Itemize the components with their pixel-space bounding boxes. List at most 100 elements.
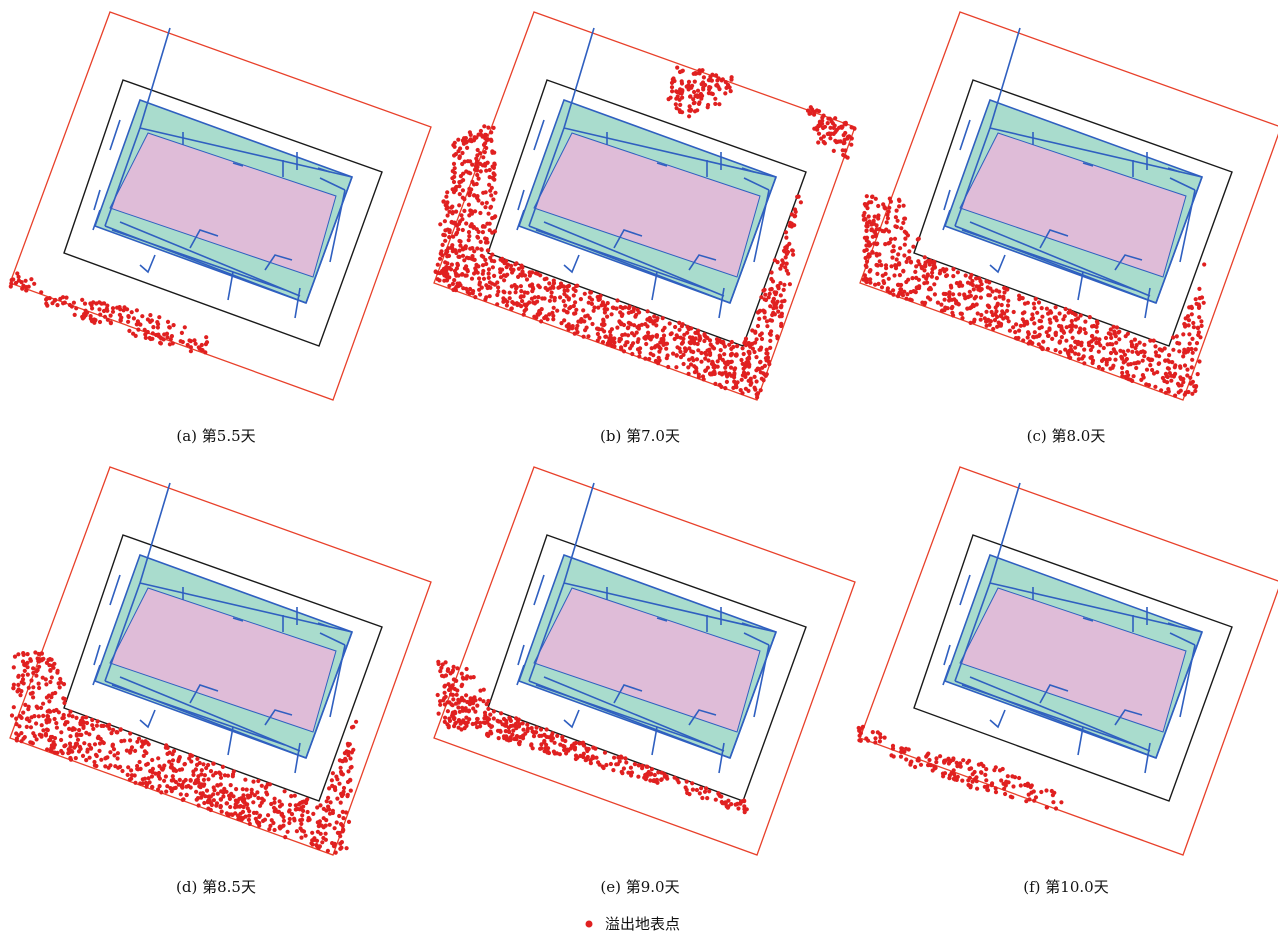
overflow-point <box>1129 344 1135 349</box>
overflow-point <box>602 750 608 755</box>
overflow-point <box>1073 339 1078 344</box>
overflow-point <box>759 295 764 300</box>
overflow-point <box>843 148 848 153</box>
overflow-point <box>536 295 541 300</box>
overflow-point <box>26 685 31 690</box>
overflow-point <box>303 833 308 838</box>
overflow-point <box>510 270 515 275</box>
overflow-point <box>249 790 254 796</box>
overflow-point <box>1025 335 1030 340</box>
overflow-point <box>1185 373 1190 378</box>
overflow-point <box>779 323 784 329</box>
overflow-point <box>119 739 124 744</box>
overflow-point <box>636 763 641 768</box>
overflow-point <box>1006 298 1011 303</box>
overflow-point <box>101 308 107 314</box>
overflow-point <box>1171 347 1176 352</box>
overflow-point <box>131 316 136 321</box>
overflow-point <box>618 337 623 342</box>
overflow-point <box>1030 341 1035 346</box>
overflow-point <box>917 262 922 267</box>
overflow-point <box>289 794 294 799</box>
overflow-point <box>949 297 954 302</box>
pipe-segment <box>139 709 156 729</box>
overflow-point <box>298 826 303 831</box>
overflow-point <box>1005 774 1010 779</box>
overflow-point <box>446 682 451 687</box>
overflow-point <box>932 764 937 769</box>
overflow-point <box>195 756 200 761</box>
overflow-point <box>608 342 613 347</box>
overflow-point <box>595 326 600 331</box>
overflow-point <box>481 699 486 704</box>
overflow-point <box>656 355 661 360</box>
overflow-point <box>203 350 208 355</box>
overflow-point <box>454 250 459 256</box>
overflow-point <box>739 377 744 382</box>
overflow-point <box>442 702 447 707</box>
overflow-point <box>984 767 989 772</box>
overflow-point <box>942 269 947 274</box>
overflow-point <box>831 125 836 130</box>
overflow-point <box>218 804 223 809</box>
overflow-point <box>221 794 226 799</box>
overflow-point <box>786 271 791 276</box>
overflow-point <box>61 682 67 687</box>
overflow-point <box>865 220 870 226</box>
overflow-point <box>46 693 52 698</box>
overflow-point <box>84 758 89 763</box>
overflow-point <box>508 266 514 272</box>
overflow-point <box>715 340 720 345</box>
overflow-point <box>552 298 557 303</box>
overflow-point <box>484 145 489 151</box>
overflow-point <box>267 782 273 787</box>
overflow-point <box>1098 343 1103 348</box>
overflow-point <box>156 774 161 779</box>
overflow-point <box>97 748 102 753</box>
overflow-point <box>501 299 506 304</box>
overflow-point <box>457 192 462 197</box>
overflow-point <box>340 772 345 777</box>
overflow-point <box>706 78 711 83</box>
overflow-point <box>745 371 751 376</box>
overflow-point <box>485 240 490 245</box>
overflow-point <box>1087 343 1092 348</box>
overflow-point <box>338 800 343 805</box>
overflow-point <box>47 709 52 714</box>
overflow-point <box>718 348 723 353</box>
overflow-point <box>478 210 483 216</box>
overflow-point <box>648 778 653 783</box>
overflow-point <box>1093 336 1098 341</box>
pipe-segment <box>651 726 658 756</box>
overflow-point <box>105 755 110 760</box>
overflow-point <box>960 316 965 321</box>
overflow-point <box>471 706 476 711</box>
overflow-point <box>958 761 963 766</box>
overflow-point <box>816 131 822 136</box>
overflow-point <box>766 295 771 300</box>
overflow-point <box>752 349 757 355</box>
overflow-point <box>539 319 544 324</box>
overflow-point <box>828 125 833 130</box>
overflow-point <box>569 743 575 748</box>
overflow-point <box>441 199 446 204</box>
overflow-point <box>883 263 889 268</box>
overflow-point <box>703 356 708 361</box>
overflow-point <box>1073 351 1078 356</box>
overflow-point <box>1011 309 1016 315</box>
overflow-point <box>674 106 679 111</box>
overflow-point <box>315 805 320 810</box>
overflow-point <box>687 357 692 362</box>
overflow-point <box>534 725 539 730</box>
overflow-point <box>821 134 826 139</box>
pipe-segment <box>729 176 777 304</box>
overflow-point <box>965 760 970 765</box>
overflow-point <box>618 754 624 759</box>
overflow-point <box>502 278 507 283</box>
overflow-point <box>916 236 921 241</box>
overflow-point <box>932 264 937 269</box>
overflow-point <box>446 687 452 693</box>
overflow-point <box>1144 367 1150 372</box>
overflow-point <box>974 284 979 289</box>
overflow-point <box>938 754 943 759</box>
